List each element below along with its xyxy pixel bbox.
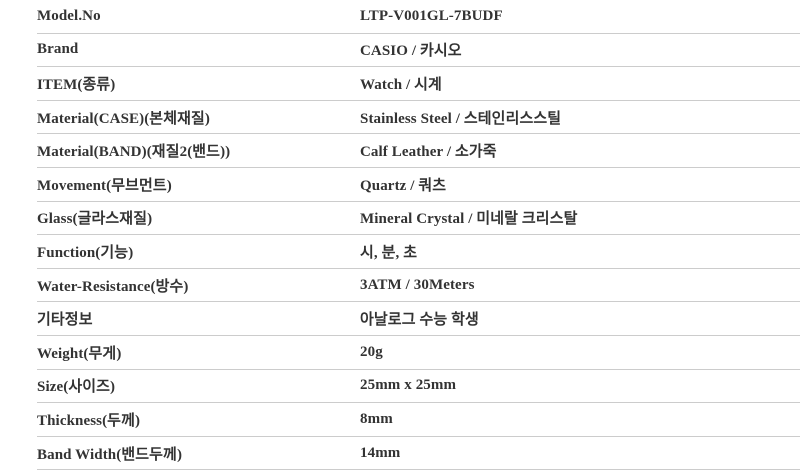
spec-row-thickness: Thickness(두께) 8mm <box>37 403 800 437</box>
spec-row-material-band: Material(BAND)(재질2(밴드)) Calf Leather / 소… <box>37 134 800 168</box>
spec-row-band-width: Band Width(밴드두께) 14mm <box>37 437 800 471</box>
spec-label: ITEM(종류) <box>37 76 116 93</box>
spec-label: Brand <box>37 41 79 58</box>
spec-value: CASIO / 카시오 <box>360 43 462 60</box>
spec-value: LTP-V001GL-7BUDF <box>360 7 503 24</box>
spec-value: Calf Leather / 소가죽 <box>360 144 497 161</box>
spec-value: Stainless Steel / 스테인리스스틸 <box>360 110 562 127</box>
spec-row-brand: Brand CASIO / 카시오 <box>37 34 800 68</box>
spec-label: Band Width(밴드두께) <box>37 446 183 463</box>
spec-label: Material(CASE)(본체재질) <box>37 110 210 127</box>
spec-value: 14mm <box>360 444 401 461</box>
spec-row-etc-info: 기타정보 아날로그 수능 학생 <box>37 302 800 336</box>
spec-label: Model.No <box>37 7 101 24</box>
spec-value: Mineral Crystal / 미네랄 크리스탈 <box>360 211 578 228</box>
spec-value: 25mm x 25mm <box>360 377 457 394</box>
spec-row-size: Size(사이즈) 25mm x 25mm <box>37 370 800 404</box>
spec-label: Function(기능) <box>37 244 134 261</box>
spec-label: Thickness(두께) <box>37 412 141 429</box>
spec-value: 8mm <box>360 410 393 427</box>
spec-label: Material(BAND)(재질2(밴드)) <box>37 144 231 161</box>
spec-label: Size(사이즈) <box>37 379 116 396</box>
spec-value: 3ATM / 30Meters <box>360 276 475 293</box>
spec-label: Glass(글라스재질) <box>37 211 153 228</box>
spec-value: Watch / 시계 <box>360 76 442 93</box>
spec-row-function: Function(기능) 시, 분, 초 <box>37 235 800 269</box>
spec-row-glass: Glass(글라스재질) Mineral Crystal / 미네랄 크리스탈 <box>37 202 800 236</box>
spec-value: Quartz / 쿼츠 <box>360 177 447 194</box>
spec-label: Water-Resistance(방수) <box>37 278 189 295</box>
spec-row-material-case: Material(CASE)(본체재질) Stainless Steel / 스… <box>37 101 800 135</box>
spec-row-item: ITEM(종류) Watch / 시계 <box>37 67 800 101</box>
spec-label: Weight(무게) <box>37 345 122 362</box>
spec-value: 20g <box>360 343 383 360</box>
spec-row-water-resistance: Water-Resistance(방수) 3ATM / 30Meters <box>37 269 800 303</box>
spec-label: Movement(무브먼트) <box>37 177 172 194</box>
spec-row-model-no: Model.No LTP-V001GL-7BUDF <box>37 0 800 34</box>
spec-value: 시, 분, 초 <box>360 244 418 261</box>
spec-row-movement: Movement(무브먼트) Quartz / 쿼츠 <box>37 168 800 202</box>
spec-value: 아날로그 수능 학생 <box>360 312 479 329</box>
spec-row-weight: Weight(무게) 20g <box>37 336 800 370</box>
spec-label: 기타정보 <box>37 312 93 329</box>
